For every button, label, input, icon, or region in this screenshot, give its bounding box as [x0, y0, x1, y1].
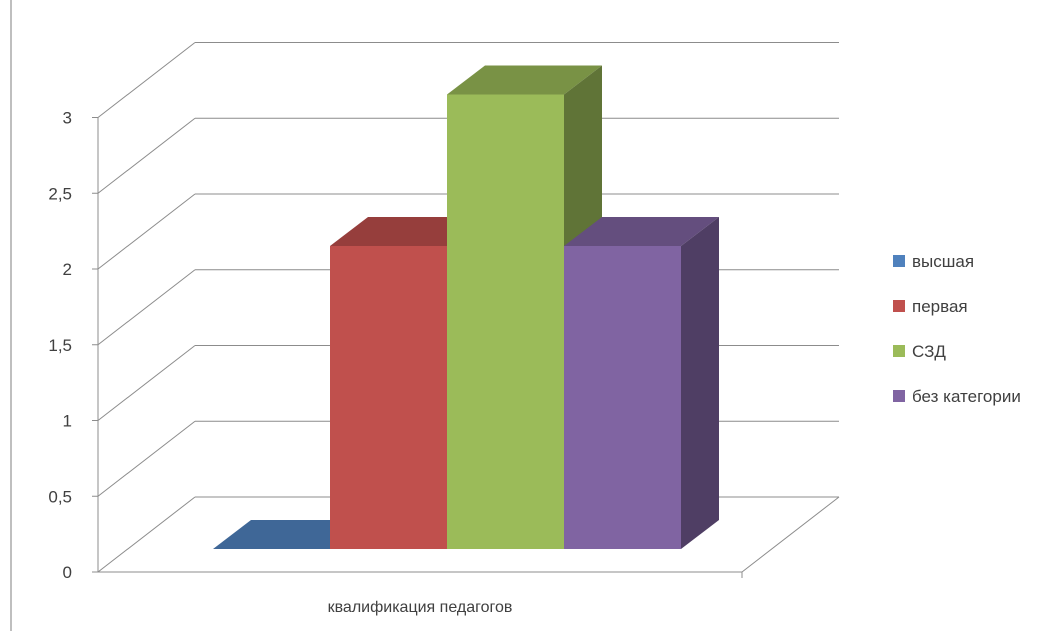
- side-gridline: [97, 42, 196, 118]
- axes: [92, 117, 743, 578]
- legend-item: без категории: [893, 387, 1021, 406]
- bar-front-face: [447, 94, 564, 549]
- x-category-label: квалификация педагогов: [328, 599, 513, 616]
- legend-item: высшая: [893, 252, 974, 271]
- legend-label: без категории: [912, 387, 1021, 406]
- floor-left-edge: [97, 496, 196, 573]
- y-tick-label: 0: [63, 563, 72, 582]
- left-border-line: [10, 0, 12, 631]
- bar-front-face: [564, 246, 681, 549]
- bar-side-face: [681, 217, 719, 549]
- side-gridline: [97, 420, 196, 497]
- legend-swatch: [893, 255, 905, 267]
- bar-top-face: [564, 217, 719, 246]
- bar-front-face: [330, 246, 447, 549]
- y-tick-labels: 0 0,5 1 1,5 2 2,5 3: [48, 109, 72, 583]
- legend-swatch: [893, 345, 905, 357]
- y-tick-label: 0,5: [48, 487, 72, 506]
- bar-4: [564, 217, 719, 549]
- bar-top-face: [330, 217, 485, 246]
- floor-right-edge: [741, 496, 840, 573]
- legend-label: высшая: [912, 252, 974, 271]
- side-gridline: [97, 269, 196, 346]
- y-tick-label: 2: [63, 260, 72, 279]
- bar-top-face: [447, 65, 602, 95]
- y-tick-label: 3: [63, 109, 72, 128]
- side-gridline: [97, 117, 196, 194]
- legend-label: первая: [912, 297, 968, 316]
- x-category-labels: квалификация педагогов: [328, 599, 513, 616]
- bar-flat-top: [213, 520, 368, 549]
- y-tick-label: 1: [63, 412, 72, 431]
- legend: высшая первая СЗД без категории: [893, 252, 1021, 406]
- legend-swatch: [893, 390, 905, 402]
- legend-item: первая: [893, 297, 968, 316]
- bar-1: [213, 520, 368, 549]
- legend-item: СЗД: [893, 342, 946, 361]
- side-gridline: [97, 193, 196, 270]
- legend-swatch: [893, 300, 905, 312]
- legend-label: СЗД: [912, 342, 946, 361]
- side-gridline: [97, 345, 196, 421]
- y-tick-label: 1,5: [48, 336, 72, 355]
- bars: [213, 65, 719, 549]
- y-tick-label: 2,5: [48, 184, 72, 203]
